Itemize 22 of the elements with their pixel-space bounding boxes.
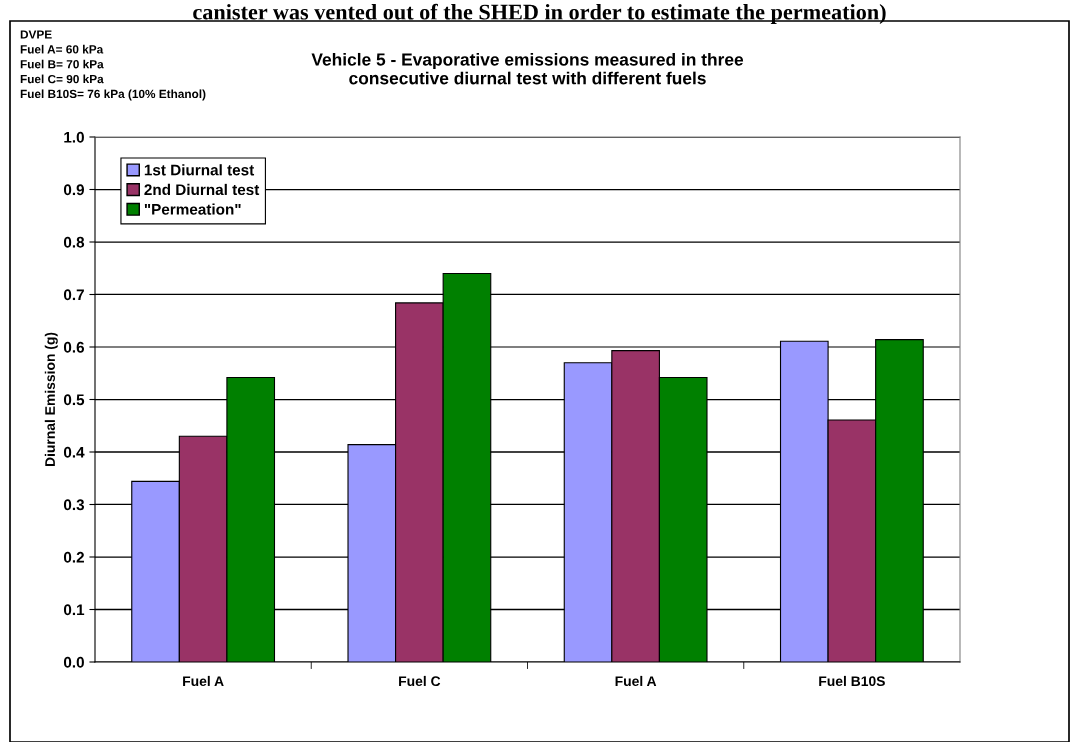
y-tick-label: 0.8 — [63, 236, 85, 248]
text: canister was vented out of the SHED in order to estimate the permeation) — [193, 3, 886, 25]
chart-title: Vehicle 5 - Evaporative emissions measured in three consecutive diurnal test with different fuels — [311, 52, 744, 85]
y-tick-label: 0.4 — [63, 446, 85, 458]
y-tick-label: 0.6 — [63, 341, 85, 353]
y-tick-label: 0.3 — [63, 499, 85, 511]
legend-label: 2nd Diurnal test — [144, 183, 260, 196]
x-tick-label: Fuel C — [399, 675, 441, 687]
x-tick-label: Fuel A — [615, 675, 657, 687]
text: DVPE Fuel A= 60 kPa Fuel B= 70 kPa Fuel C= 90 kPa Fuel B10S= 76 kPa (10% Ethanol) — [20, 30, 206, 101]
y-tick-label: 0.1 — [63, 604, 85, 616]
y-tick-label: 0.0 — [63, 656, 84, 668]
x-tick-label: Fuel A — [183, 675, 224, 687]
y-tick-label: 0.5 — [63, 394, 85, 406]
y-tick-label: 1.0 — [64, 131, 84, 143]
legend-label: 1st Diurnal test — [144, 164, 255, 176]
x-tick-label: Fuel B10S — [819, 675, 885, 687]
y-tick-label: 0.2 — [63, 551, 84, 563]
y-tick-label: 0.9 — [63, 184, 85, 196]
y-tick-label: 0.7 — [63, 289, 84, 301]
legend-label: "Permeation" — [144, 203, 241, 215]
y-axis-title: Diurnal Emission (g) — [44, 332, 58, 467]
